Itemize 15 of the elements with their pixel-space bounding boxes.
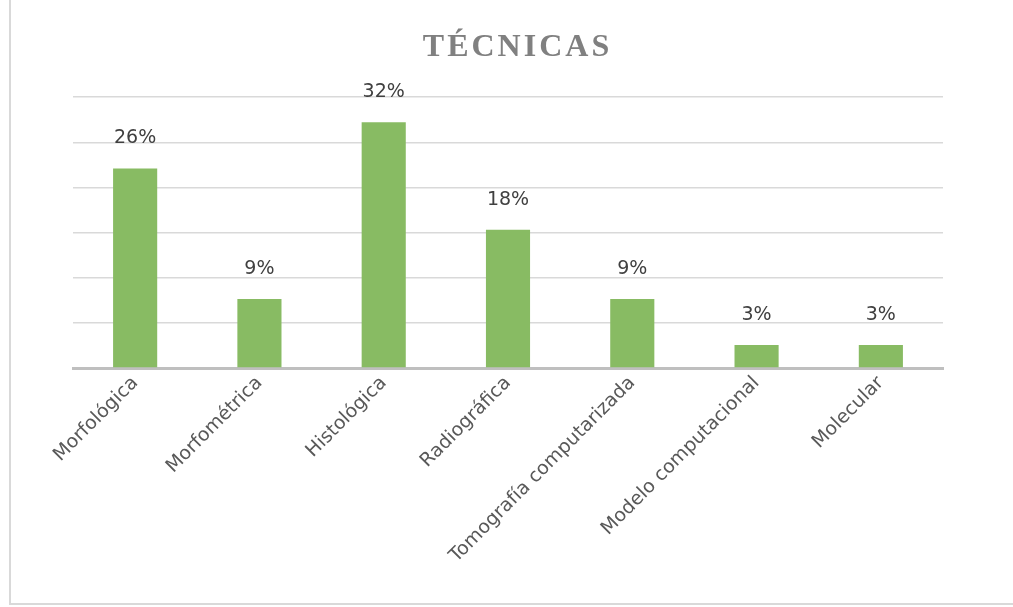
- chart-title: TÉCNICAS: [421, 26, 613, 64]
- bar: [734, 344, 779, 368]
- data-label: 9%: [244, 255, 275, 278]
- data-label: 32%: [362, 79, 405, 102]
- bar: [485, 229, 531, 368]
- data-label: 18%: [486, 186, 530, 209]
- data-label: 3%: [741, 301, 772, 324]
- data-label: 26%: [114, 125, 157, 148]
- bar: [113, 168, 158, 368]
- data-label: 9%: [617, 255, 648, 278]
- bar: [858, 344, 903, 368]
- bar: [237, 298, 282, 368]
- data-label: 3%: [865, 301, 896, 324]
- bar: [361, 122, 406, 368]
- bar: [610, 298, 655, 368]
